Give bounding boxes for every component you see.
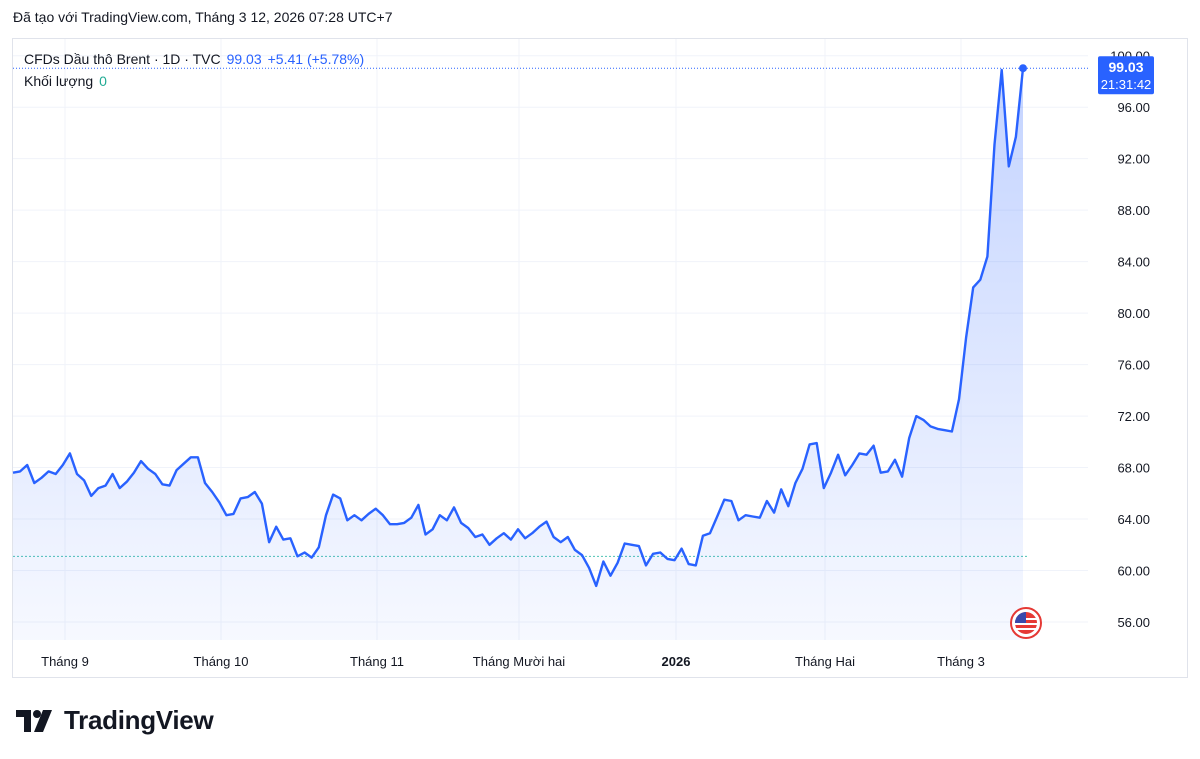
volume-label[interactable]: Khối lượng: [24, 73, 94, 89]
price-area: [13, 68, 1023, 640]
y-tick-label: 72.00: [1117, 409, 1150, 424]
brand-name: TradingView: [64, 705, 214, 735]
symbol-description[interactable]: CFDs Dầu thô Brent · 1D · TVC: [24, 51, 221, 67]
price-tag-countdown: 21:31:42: [1101, 77, 1152, 92]
y-tick-label: 96.00: [1117, 100, 1150, 115]
y-tick-label: 88.00: [1117, 203, 1150, 218]
y-tick-label: 60.00: [1117, 564, 1150, 579]
y-tick-label: 64.00: [1117, 512, 1150, 527]
header-caption: Đã tạo với TradingView.com, Tháng 3 12, …: [13, 9, 393, 25]
us-flag-icon[interactable]: [1010, 607, 1042, 639]
price-change-value: +5.41 (+5.78%): [267, 51, 365, 67]
y-tick-label: 68.00: [1117, 461, 1150, 476]
x-tick-label: Tháng Hai: [795, 654, 855, 669]
tradingview-logo-icon: [16, 709, 52, 732]
price-tag: 99.03 21:31:42: [1098, 56, 1154, 95]
tradingview-logo[interactable]: TradingView: [16, 705, 214, 736]
y-tick-label: 80.00: [1117, 306, 1150, 321]
price-tag-background: [1098, 56, 1154, 95]
y-tick-label: 92.00: [1117, 152, 1150, 167]
y-tick-label: 84.00: [1117, 255, 1150, 270]
x-tick-label: Tháng 10: [194, 654, 249, 669]
x-tick-label: 2026: [662, 654, 691, 669]
price-axis[interactable]: 56.00 60.00 64.00 68.00 72.00 76.00 80.00 84.00…: [1110, 49, 1150, 630]
y-tick-label: 76.00: [1117, 358, 1150, 373]
price-line: [12, 68, 1025, 588]
chart-frame[interactable]: [12, 38, 1188, 678]
time-axis[interactable]: Tháng 9 Tháng 10 Tháng 11 Tháng Mười hai 202…: [41, 654, 985, 669]
x-tick-label: Tháng 3: [937, 654, 985, 669]
x-tick-label: Tháng Mười hai: [473, 654, 565, 669]
y-tick-label: 56.00: [1117, 615, 1150, 630]
price-tag-price: 99.03: [1108, 59, 1143, 75]
x-tick-label: Tháng 11: [350, 654, 404, 669]
last-price-dot: [1019, 64, 1027, 73]
price-chart[interactable]: 56.00 60.00 64.00 68.00 72.00 76.00 80.00 84.00…: [0, 0, 1200, 700]
volume-value: 0: [99, 73, 107, 89]
chart-legend: CFDs Dầu thô Brent · 1D · TVC 99.03 +5.4…: [24, 48, 364, 92]
last-price-value: 99.03: [226, 51, 262, 67]
x-tick-label: Tháng 9: [41, 654, 89, 669]
